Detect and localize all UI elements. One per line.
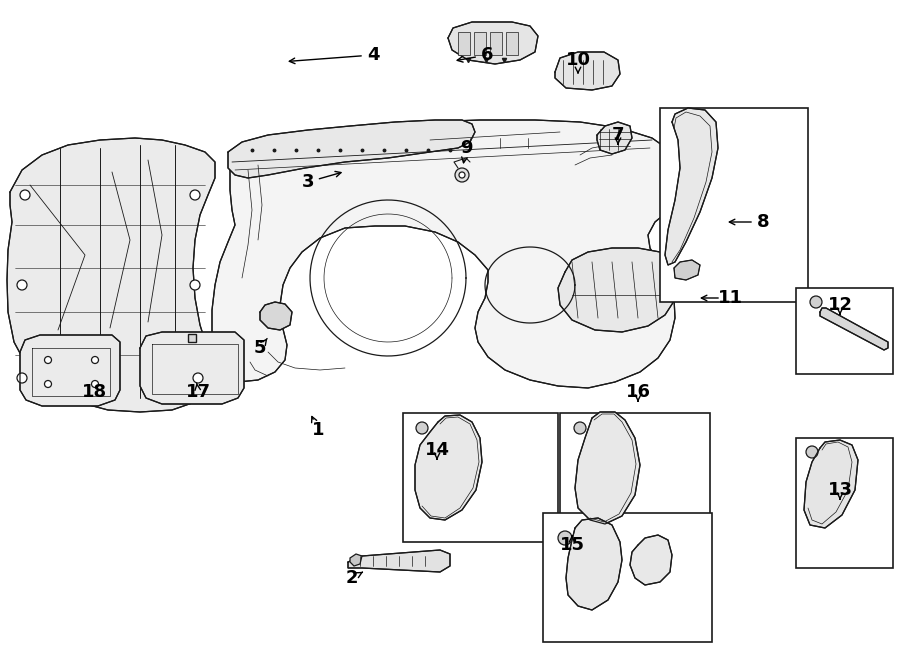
Circle shape (190, 280, 200, 290)
Polygon shape (350, 554, 362, 566)
Circle shape (92, 381, 98, 387)
Polygon shape (7, 138, 215, 412)
Circle shape (455, 168, 469, 182)
Text: 16: 16 (626, 383, 651, 401)
Bar (560, 413, 710, 542)
Polygon shape (555, 52, 620, 90)
Polygon shape (674, 260, 700, 280)
Text: 15: 15 (560, 536, 584, 554)
Polygon shape (597, 122, 632, 154)
Circle shape (17, 280, 27, 290)
Polygon shape (212, 120, 682, 388)
Circle shape (558, 531, 572, 545)
Text: 13: 13 (827, 481, 852, 499)
Text: 18: 18 (83, 383, 108, 401)
Bar (796, 438, 893, 568)
Polygon shape (20, 335, 120, 406)
Text: 1: 1 (311, 421, 324, 439)
Circle shape (92, 357, 98, 363)
Circle shape (20, 190, 30, 200)
Polygon shape (348, 550, 450, 572)
Text: 12: 12 (827, 296, 852, 314)
Polygon shape (804, 440, 858, 528)
Polygon shape (820, 308, 888, 350)
Polygon shape (415, 415, 482, 520)
Bar (506, 32, 518, 55)
Circle shape (574, 422, 586, 434)
Polygon shape (558, 248, 678, 332)
Text: 5: 5 (254, 339, 266, 357)
Bar (490, 32, 502, 55)
Text: 3: 3 (302, 173, 314, 191)
Polygon shape (260, 302, 292, 330)
Circle shape (193, 373, 203, 383)
Text: 17: 17 (185, 383, 211, 401)
Bar (660, 108, 808, 302)
Bar (403, 413, 558, 542)
Text: 6: 6 (481, 46, 493, 64)
Text: 8: 8 (757, 213, 770, 231)
Polygon shape (140, 332, 244, 404)
Polygon shape (448, 22, 538, 64)
Circle shape (190, 190, 200, 200)
Text: 2: 2 (346, 569, 358, 587)
Text: 10: 10 (565, 51, 590, 69)
Circle shape (17, 373, 27, 383)
Polygon shape (665, 108, 718, 265)
Bar (458, 32, 470, 55)
Bar (543, 513, 712, 642)
Circle shape (44, 357, 51, 363)
Text: 11: 11 (717, 289, 742, 307)
Circle shape (810, 296, 822, 308)
Circle shape (44, 381, 51, 387)
Bar (796, 288, 893, 374)
Text: 7: 7 (612, 126, 625, 144)
Circle shape (459, 172, 465, 178)
Polygon shape (228, 120, 475, 178)
Text: 4: 4 (367, 46, 379, 64)
Circle shape (416, 422, 428, 434)
Text: 14: 14 (425, 441, 449, 459)
Polygon shape (566, 518, 622, 610)
Polygon shape (630, 535, 672, 585)
Circle shape (806, 446, 818, 458)
Polygon shape (575, 412, 640, 524)
Text: 9: 9 (460, 139, 473, 157)
Bar (474, 32, 486, 55)
